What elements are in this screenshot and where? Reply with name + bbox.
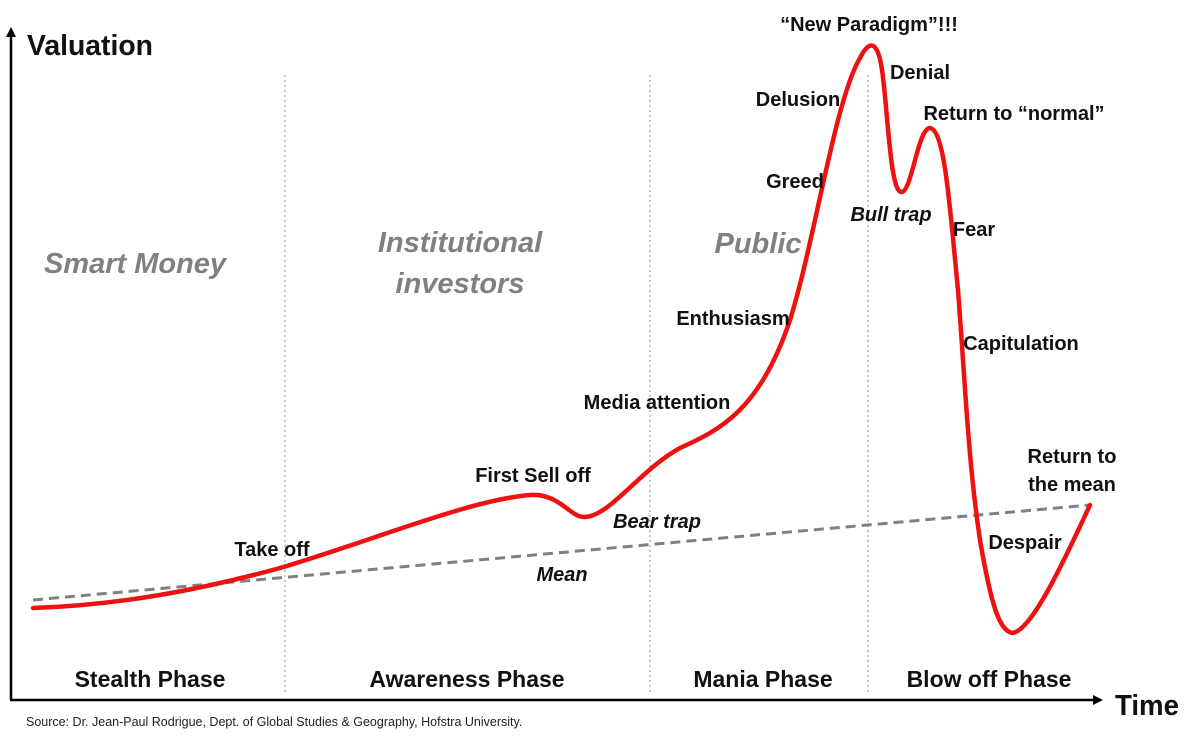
label-new-paradigm: “New Paradigm”!!! [780,14,958,36]
label-denial: Denial [890,62,950,84]
label-despair: Despair [988,532,1062,554]
phase-mania: Mania Phase [693,666,832,692]
label-greed: Greed [766,171,824,193]
y-axis-label: Valuation [27,30,153,62]
source-note: Source: Dr. Jean-Paul Rodrigue, Dept. of… [26,715,522,729]
label-mean: Mean [536,564,587,586]
group-institutional-line1: Institutional [378,227,543,259]
label-fear: Fear [953,219,995,241]
label-media-attention: Media attention [584,392,731,414]
label-capitulation: Capitulation [963,333,1079,355]
phase-stealth: Stealth Phase [75,666,226,692]
phase-awareness: Awareness Phase [369,666,564,692]
x-axis-label: Time [1115,690,1179,722]
phase-blow-off: Blow off Phase [907,666,1072,692]
label-return-to-normal: Return to “normal” [923,103,1104,125]
label-bull-trap: Bull trap [850,204,931,226]
group-public: Public [714,228,801,260]
group-institutional-line2: investors [396,268,525,300]
valuation-curve [30,43,1093,636]
label-bear-trap: Bear trap [613,511,701,533]
label-return-to-mean-line2: the mean [1028,474,1116,496]
label-take-off: Take off [234,539,310,561]
label-delusion: Delusion [756,89,840,111]
group-smart-money: Smart Money [44,248,228,280]
label-enthusiasm: Enthusiasm [676,308,789,330]
label-return-to-mean-line1: Return to [1028,446,1117,468]
label-first-sell-off: First Sell off [475,465,591,487]
